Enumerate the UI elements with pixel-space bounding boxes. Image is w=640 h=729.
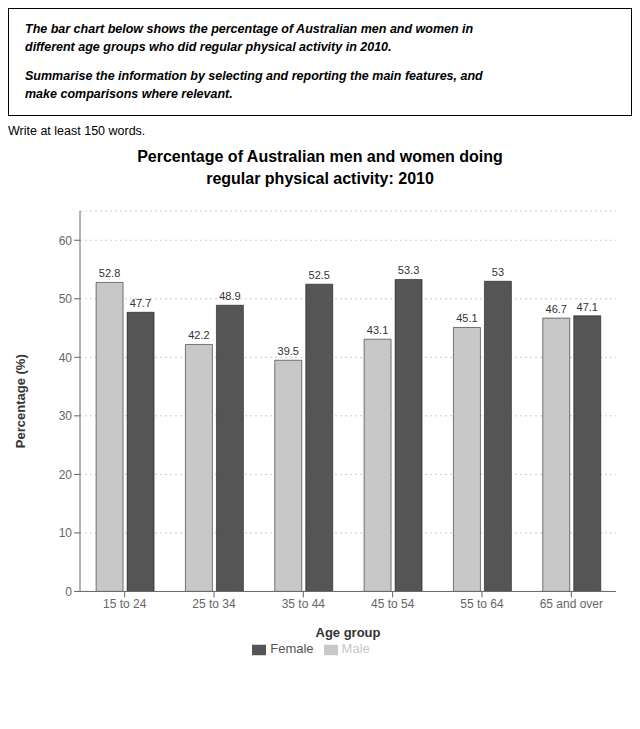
- html-text:Write at least 150 words.: Write at least 150 words.: [8, 124, 146, 138]
- svg-text:48.9: 48.9: [219, 290, 240, 302]
- svg-text:53.3: 53.3: [398, 264, 419, 276]
- html-text:Female: Female: [270, 641, 314, 657]
- svg-text:47.1: 47.1: [577, 301, 598, 313]
- svg-text:25 to 34: 25 to 34: [192, 597, 236, 611]
- svg-text:10: 10: [59, 526, 73, 540]
- svg-text:53: 53: [492, 266, 504, 278]
- svg-text:35 to 44: 35 to 44: [282, 597, 326, 611]
- svg-text:20: 20: [59, 467, 73, 481]
- svg-text:52.8: 52.8: [99, 267, 120, 279]
- svg-text:Age group: Age group: [316, 625, 381, 640]
- svg-text:43.1: 43.1: [367, 324, 388, 336]
- svg-text:50: 50: [59, 292, 73, 306]
- svg-text:65 and over: 65 and over: [540, 597, 603, 611]
- svg-text:45 to 54: 45 to 54: [371, 597, 415, 611]
- svg-text:60: 60: [59, 233, 73, 247]
- svg-text:46.7: 46.7: [546, 303, 567, 315]
- svg-text:0: 0: [65, 584, 72, 598]
- html-text:Male: Male: [341, 641, 370, 657]
- html-text:The bar chart below shows the: The bar chart below shows the percentage…: [25, 22, 474, 54]
- svg-text:47.7: 47.7: [130, 297, 151, 309]
- svg-text:45.1: 45.1: [456, 312, 477, 324]
- svg-text:15 to 24: 15 to 24: [103, 597, 147, 611]
- html-text:Summarise the information by s: Summarise the information by selecting a…: [25, 69, 483, 101]
- svg-text:40: 40: [59, 350, 73, 364]
- svg-text:42.2: 42.2: [188, 329, 209, 341]
- svg-text:39.5: 39.5: [278, 345, 299, 357]
- svg-text:55 to 64: 55 to 64: [460, 597, 504, 611]
- svg-text:52.5: 52.5: [309, 269, 330, 281]
- svg-text:30: 30: [59, 409, 73, 423]
- svg-text:Percentage (%): Percentage (%): [13, 354, 28, 448]
- html-text:Percentage of Australian men a: Percentage of Australian men and women d…: [137, 148, 503, 188]
